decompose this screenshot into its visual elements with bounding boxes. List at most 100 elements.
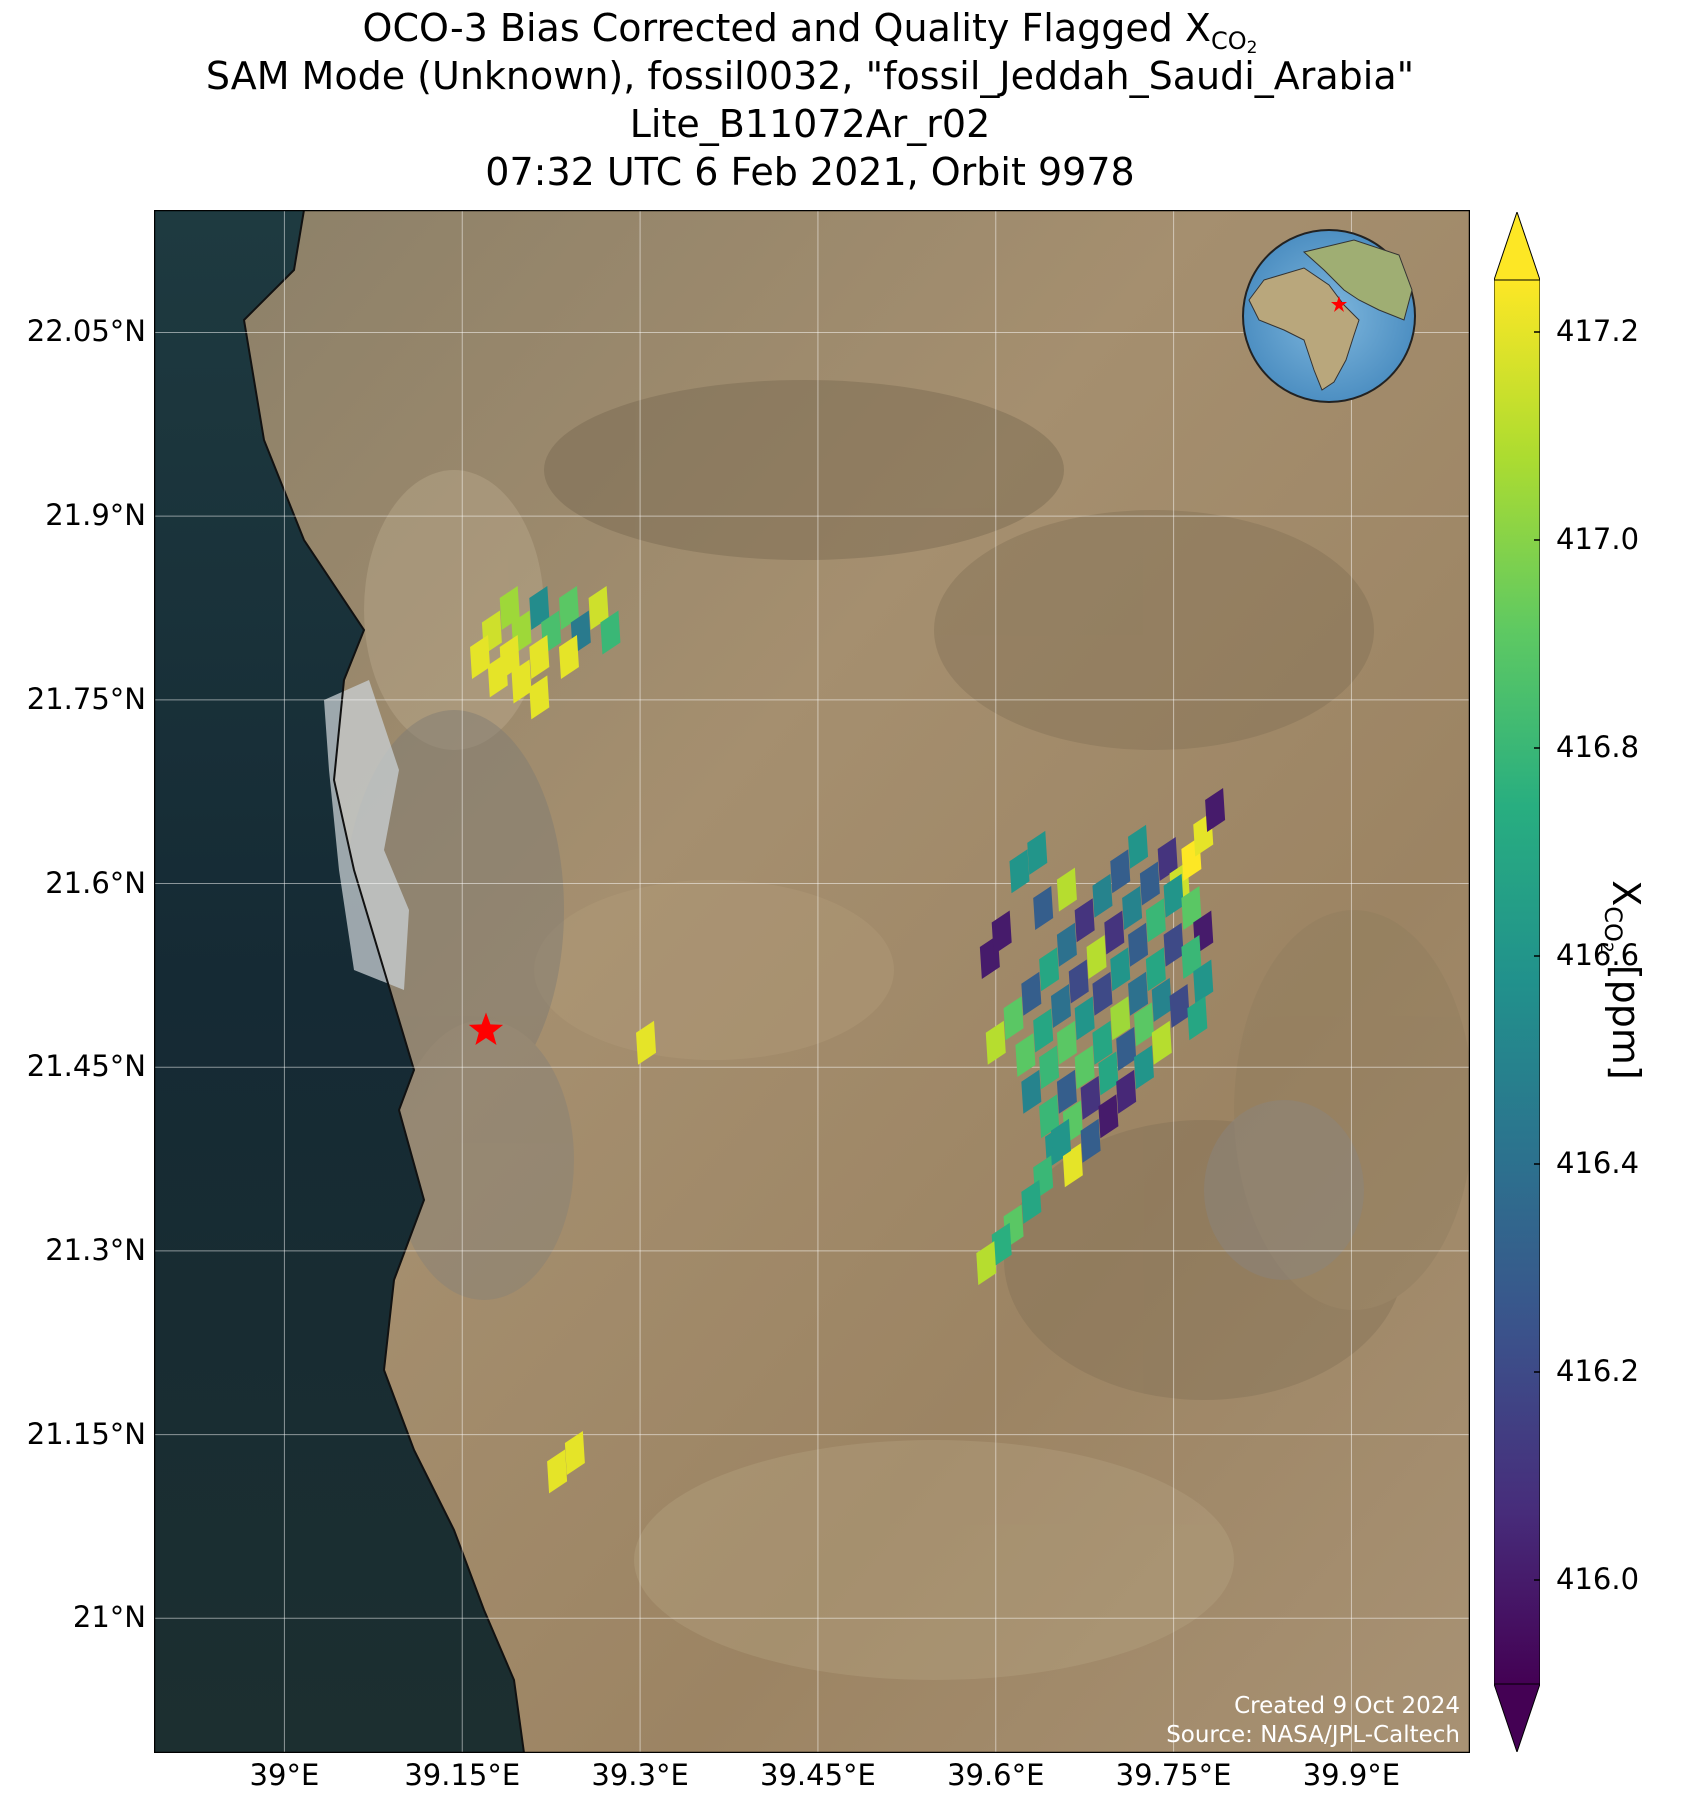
xco2-sounding <box>1074 1045 1095 1090</box>
colorbar-tick-label: 416.4 <box>1556 1146 1640 1180</box>
xco2-sounding <box>1128 922 1149 967</box>
xco2-sounding <box>1128 824 1149 869</box>
site-star[interactable] <box>468 1012 504 1046</box>
xco2-sounding <box>1074 898 1095 943</box>
xco2-sounding <box>1056 1020 1077 1065</box>
colorbar-tick-label: 416.8 <box>1556 730 1640 764</box>
lat-tick-label: 21.75°N <box>26 681 146 716</box>
xco2-sounding <box>1039 1045 1060 1090</box>
globe-land-africa <box>1248 267 1360 391</box>
colorbar[interactable] <box>1494 212 1540 1752</box>
xco2-sounding <box>600 610 621 655</box>
colorbar-tick-label: 417.0 <box>1556 522 1640 556</box>
xco2-sounding <box>1092 1020 1113 1065</box>
xco2-sounding <box>1039 947 1060 992</box>
xco2-sounding <box>1080 1118 1101 1163</box>
xco2-sounding <box>1139 861 1160 906</box>
xco2-sounding <box>976 1241 997 1286</box>
map-frame <box>154 210 1470 1753</box>
xco2-sounding <box>529 634 550 679</box>
xco2-sounding <box>1056 922 1077 967</box>
xco2-sounding <box>1145 898 1166 943</box>
xco2-sounding <box>1021 971 1042 1016</box>
xco2-sounding <box>1169 983 1190 1028</box>
globe-land-eurasia <box>1302 239 1413 321</box>
colorbar-tick-label: 416.0 <box>1556 1562 1640 1596</box>
xco2-sounding <box>1181 935 1202 980</box>
colorbar-tick-label: 416.6 <box>1556 938 1640 972</box>
xco2-sounding <box>1104 910 1125 955</box>
xco2-sounding <box>985 1020 1006 1065</box>
xco2-sounding <box>1187 996 1208 1041</box>
xco2-sounding <box>1027 830 1048 875</box>
lon-tick-label: 39.15°E <box>404 1758 521 1792</box>
xco2-sounding <box>1116 1026 1137 1071</box>
xco2-sounding <box>470 634 491 679</box>
title-line-1: OCO-3 Bias Corrected and Quality Flagged… <box>362 6 1258 58</box>
xco2-sounding <box>1157 837 1178 882</box>
xco2-sounding <box>1056 867 1077 912</box>
xco2-sounding <box>1098 1094 1119 1139</box>
map-plot[interactable]: Created 9 Oct 2024 Source: NASA/JPL-Calt… <box>154 210 1470 1753</box>
xco2-sounding <box>1193 959 1214 1004</box>
xco2-sounding <box>1181 886 1202 931</box>
xco2-soundings <box>470 585 1226 1494</box>
xco2-sounding <box>1205 788 1226 833</box>
xco2-sounding <box>1163 873 1184 918</box>
xco2-sounding <box>1074 996 1095 1041</box>
xco2-sounding <box>499 585 520 630</box>
xco2-sounding <box>529 585 550 630</box>
xco2-sounding <box>1098 1051 1119 1096</box>
xco2-sounding <box>1068 959 1089 1004</box>
xco2-sounding <box>1003 996 1024 1041</box>
lon-tick-label: 39.9°E <box>1302 1758 1401 1792</box>
colorbar-tick-label: 416.2 <box>1556 1354 1640 1388</box>
lon-tick-label: 39.3°E <box>591 1758 689 1792</box>
xco2-sounding <box>487 653 508 698</box>
colorbar-gradient <box>1494 279 1540 1685</box>
xco2-sounding <box>1056 1069 1077 1114</box>
lat-tick-label: 21.3°N <box>45 1232 146 1267</box>
lon-tick-label: 39.6°E <box>947 1758 1045 1792</box>
title-line-4: 07:32 UTC 6 Feb 2021, Orbit 9978 <box>485 150 1135 194</box>
xco2-sounding <box>1033 886 1054 931</box>
xco2-sounding <box>1080 1075 1101 1120</box>
xco2-sounding <box>1151 1020 1172 1065</box>
xco2-sounding <box>1110 947 1131 992</box>
title-line-2: SAM Mode (Unknown), fossil0032, "fossil_… <box>205 54 1415 98</box>
colorbar-tick-marks <box>1534 331 1540 1581</box>
urban-area <box>344 710 1364 1300</box>
xco2-sounding <box>1110 996 1131 1041</box>
xco2-sounding <box>1133 1045 1154 1090</box>
red-sea <box>154 210 524 1753</box>
xco2-sounding <box>1110 849 1131 894</box>
xco2-sounding <box>636 1020 657 1065</box>
site-marker[interactable] <box>468 1012 504 1046</box>
colorbar-label: XCO2 [ppm] <box>1596 880 1648 1080</box>
lon-tick-label: 39°E <box>249 1758 320 1792</box>
xco2-sounding <box>547 1449 568 1494</box>
xco2-sounding <box>1128 971 1149 1016</box>
credit-source: Source: NASA/JPL-Caltech <box>1166 1722 1460 1748</box>
xco2-sounding <box>1092 873 1113 918</box>
coastal-shallows <box>324 680 409 990</box>
xco2-sounding <box>1009 849 1030 894</box>
xco2-sounding <box>1116 1069 1137 1114</box>
xco2-sounding <box>1086 935 1107 980</box>
xco2-sounding <box>1163 922 1184 967</box>
colorbar-extend-max <box>1494 212 1540 281</box>
xco2-sounding <box>558 634 579 679</box>
lat-tick-label: 21.45°N <box>26 1049 146 1084</box>
terrain-texture <box>364 380 1470 1680</box>
xco2-sounding <box>1092 971 1113 1016</box>
xco2-sounding <box>1122 886 1143 931</box>
lat-tick-label: 22.05°N <box>26 314 146 349</box>
xco2-sounding <box>1021 1179 1042 1224</box>
xco2-sounding <box>991 910 1012 955</box>
xco2-sounding <box>1151 977 1172 1022</box>
xco2-sounding <box>1050 1118 1071 1163</box>
globe-inset <box>1242 229 1416 403</box>
lat-tick-label: 21.6°N <box>45 865 146 900</box>
lat-tick-label: 21.9°N <box>45 498 146 533</box>
colorbar-extend-min <box>1494 1683 1540 1752</box>
